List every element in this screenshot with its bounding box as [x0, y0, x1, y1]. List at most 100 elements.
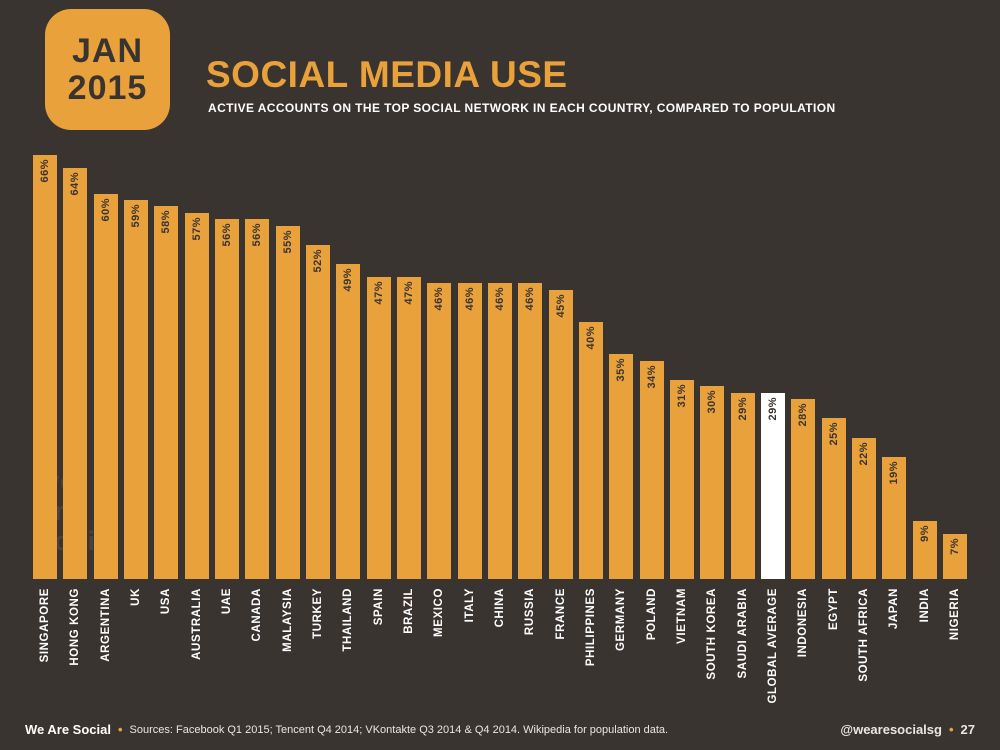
bar-value-label: 22%	[858, 442, 871, 466]
bar-value-label: 46%	[494, 287, 507, 311]
bar-hong-kong: 64%	[63, 168, 88, 579]
bar-column-china: 46%	[485, 155, 515, 579]
bar-column-italy: 46%	[455, 155, 485, 579]
category-label-poland: POLAND	[645, 588, 658, 641]
category-label-cell: FRANCE	[546, 579, 576, 640]
category-label-china: CHINA	[494, 588, 507, 628]
category-label-argentina: ARGENTINA	[99, 588, 112, 662]
category-label-italy: ITALY	[463, 588, 476, 623]
bar-value-label: 25%	[827, 422, 840, 446]
category-label-philippines: PHILIPPINES	[585, 588, 598, 667]
category-label-spain: SPAIN	[372, 588, 385, 626]
bar-column-france: 45%	[546, 155, 576, 579]
category-label-cell: VIETNAM	[667, 579, 697, 644]
bar-value-label: 56%	[251, 223, 264, 247]
bar-column-thailand: 49%	[333, 155, 363, 579]
category-label-singapore: SINGAPORE	[39, 588, 52, 663]
bar-value-label: 7%	[949, 538, 961, 555]
bar-uk: 59%	[124, 200, 149, 579]
category-label-cell: HONG KONG	[60, 579, 90, 666]
category-label-cell: EGYPT	[819, 579, 849, 630]
bar-value-label: 29%	[767, 397, 780, 421]
bar-column-brazil: 47%	[394, 155, 424, 579]
category-label-cell: JAPAN	[879, 579, 909, 629]
category-label-cell: RUSSIA	[515, 579, 545, 635]
bar-poland: 34%	[639, 361, 664, 579]
footer-social-handle: @wearesocialsg	[840, 722, 942, 737]
bar-usa: 58%	[154, 206, 179, 579]
bar-germany: 35%	[609, 354, 634, 579]
bar-column-turkey: 52%	[303, 155, 333, 579]
category-label-australia: AUSTRALIA	[190, 588, 203, 660]
bar-value-label: 66%	[39, 159, 52, 183]
category-label-russia: RUSSIA	[524, 588, 537, 636]
bar-column-philippines: 40%	[576, 155, 606, 579]
category-label-vietnam: VIETNAM	[676, 588, 689, 644]
category-label-hong-kong: HONG KONG	[69, 588, 82, 666]
bars-row: 66% 64% 60% 59% 58% 57% 56% 56% 55% 52% 49% 47% 47% 4…	[30, 155, 970, 579]
bar-brazil: 47%	[397, 277, 422, 579]
category-label-cell: NIGERIA	[940, 579, 970, 640]
bar-value-label: 28%	[797, 403, 810, 427]
bar-value-label: 35%	[615, 358, 628, 382]
category-label-india: INDIA	[918, 588, 931, 623]
bar-india: 9%	[912, 521, 937, 579]
bar-malaysia: 55%	[275, 226, 300, 579]
bar-value-label: 40%	[585, 326, 598, 350]
bar-value-label: 59%	[130, 204, 143, 228]
bar-column-malaysia: 55%	[273, 155, 303, 579]
category-label-canada: CANADA	[251, 588, 264, 642]
category-label-cell: SAUDI ARABIA	[728, 579, 758, 678]
bar-column-indonesia: 28%	[788, 155, 818, 579]
bar-column-poland: 34%	[637, 155, 667, 579]
category-label-cell: SINGAPORE	[30, 579, 60, 662]
category-label-cell: ITALY	[455, 579, 485, 622]
bar-value-label: 46%	[433, 287, 446, 311]
bar-nigeria: 7%	[943, 534, 967, 579]
category-label-egypt: EGYPT	[827, 588, 840, 630]
category-label-uae: UAE	[221, 588, 234, 615]
bar-russia: 46%	[518, 283, 543, 579]
category-label-mexico: MEXICO	[433, 588, 446, 637]
bar-column-japan: 19%	[879, 155, 909, 579]
category-label-cell: UK	[121, 579, 151, 606]
category-label-saudi-arabia: SAUDI ARABIA	[736, 588, 749, 679]
bar-value-label: 64%	[69, 172, 82, 196]
bar-value-label: 47%	[403, 281, 416, 305]
bar-spain: 47%	[366, 277, 391, 579]
category-label-cell: INDIA	[910, 579, 940, 622]
bar-thailand: 49%	[336, 264, 361, 579]
bar-column-uk: 59%	[121, 155, 151, 579]
footer-right: @wearesocialsg • 27	[840, 722, 975, 737]
bar-south-korea: 30%	[700, 386, 725, 579]
bar-singapore: 66%	[33, 155, 58, 579]
category-label-cell: CANADA	[242, 579, 272, 641]
bar-value-label: 30%	[706, 390, 719, 414]
bar-column-germany: 35%	[606, 155, 636, 579]
bar-value-label: 55%	[281, 230, 294, 254]
category-label-cell: AUSTRALIA	[182, 579, 212, 660]
bar-value-label: 52%	[312, 249, 325, 273]
bar-value-label: 46%	[463, 287, 476, 311]
category-label-cell: THAILAND	[333, 579, 363, 652]
bar-argentina: 60%	[93, 194, 118, 579]
category-label-malaysia: MALAYSIA	[281, 588, 294, 652]
bar-france: 45%	[548, 290, 573, 579]
bar-value-label: 34%	[645, 365, 658, 389]
category-label-turkey: TURKEY	[312, 588, 325, 639]
bar-column-india: 9%	[910, 155, 940, 579]
category-label-indonesia: INDONESIA	[797, 588, 810, 658]
bar-value-label: 49%	[342, 268, 355, 292]
bar-uae: 56%	[215, 219, 240, 579]
category-label-cell: ARGENTINA	[91, 579, 121, 662]
category-label-nigeria: NIGERIA	[949, 588, 961, 641]
bar-value-label: 47%	[372, 281, 385, 305]
bar-saudi-arabia: 29%	[730, 393, 755, 579]
footer-separator-dot: •	[948, 722, 954, 737]
bar-column-saudi-arabia: 29%	[728, 155, 758, 579]
category-labels-row: SINGAPORE HONG KONG ARGENTINA UK USA AUSTRALI…	[30, 579, 970, 704]
bar-value-label: 57%	[190, 217, 203, 241]
category-label-cell: POLAND	[637, 579, 667, 640]
category-label-global-average: GLOBAL AVERAGE	[767, 588, 780, 704]
bar-japan: 19%	[882, 457, 907, 579]
